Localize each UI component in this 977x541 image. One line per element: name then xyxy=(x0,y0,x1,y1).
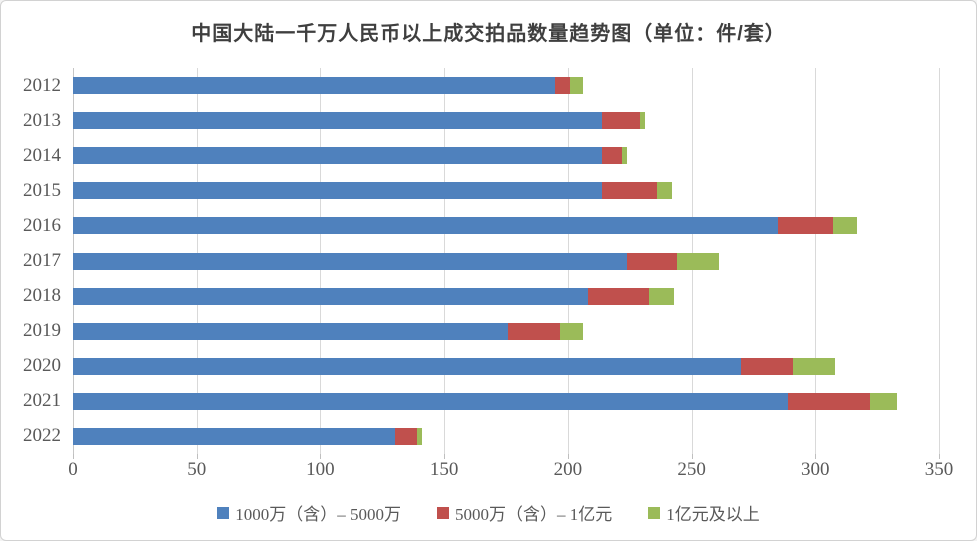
bar-segment-red xyxy=(602,112,640,130)
legend-swatch-icon xyxy=(437,506,449,519)
x-axis-tick xyxy=(815,454,817,459)
year-label: 2013 xyxy=(23,109,61,131)
x-tick-label: 50 xyxy=(187,459,207,480)
year-label: 2017 xyxy=(23,250,61,271)
year-label: 2018 xyxy=(23,285,61,307)
bar-segment-green xyxy=(649,287,675,305)
year-label: 2015 xyxy=(23,179,61,201)
bar-segment-red xyxy=(788,392,870,410)
bar-row-2015 xyxy=(73,182,672,200)
bar-segment-red xyxy=(778,217,833,235)
bar-segment-red xyxy=(587,287,650,305)
x-tick-label: 250 xyxy=(677,459,706,480)
bar-segment-blue xyxy=(73,147,603,165)
bar-row-2012 xyxy=(73,77,583,95)
bar-row-2021 xyxy=(73,392,897,410)
plot-area xyxy=(73,68,940,459)
bar-segment-red xyxy=(741,357,793,375)
bar-segment-blue xyxy=(73,357,742,375)
bar-segment-blue xyxy=(73,252,628,270)
bar-segment-red xyxy=(602,182,657,200)
legend-swatch-icon xyxy=(648,506,661,519)
legend-item-blue: 1000万（含）– 5000万 xyxy=(217,500,401,525)
bar-segment-red xyxy=(508,322,561,340)
x-tick-label: 300 xyxy=(801,459,830,480)
year-label: 2014 xyxy=(23,144,61,166)
bar-segment-green xyxy=(639,112,645,130)
bar-row-2016 xyxy=(73,217,858,235)
bar-row-2018 xyxy=(73,287,675,305)
year-label: 2022 xyxy=(23,425,61,447)
bar-segment-green xyxy=(676,252,719,270)
x-axis-tick xyxy=(196,454,198,459)
x-axis-tick xyxy=(73,454,74,459)
bar-segment-red xyxy=(394,427,417,445)
bar-segment-red xyxy=(555,77,571,95)
legend-swatch-icon xyxy=(217,506,230,519)
legend-label: 5000万（含）– 1亿元 xyxy=(455,505,613,524)
x-axis-tick xyxy=(939,454,940,459)
legend-label: 1亿元及以上 xyxy=(666,505,760,524)
x-axis-tick xyxy=(691,454,693,459)
bar-row-2020 xyxy=(73,357,836,375)
bar-segment-blue xyxy=(73,217,779,235)
bar-segment-green xyxy=(416,427,422,445)
bar-segment-green xyxy=(656,182,672,200)
year-label: 2020 xyxy=(23,355,61,377)
bar-segment-blue xyxy=(73,112,603,130)
x-tick-label: 0 xyxy=(68,459,78,480)
x-tick-label: 350 xyxy=(924,459,954,480)
bar-segment-green xyxy=(622,147,628,165)
bar-segment-blue xyxy=(73,322,509,340)
x-axis-tick xyxy=(567,454,569,459)
legend-item-red: 5000万（含）– 1亿元 xyxy=(437,500,612,525)
legend: 1000万（含）– 5000万 5000万（含）– 1亿元 1亿元及以上 xyxy=(1,500,976,525)
bar-segment-green xyxy=(793,357,836,375)
bar-row-2019 xyxy=(73,322,583,340)
bar-segment-red xyxy=(602,147,623,165)
x-tick-label: 100 xyxy=(306,459,335,480)
x-axis-tick xyxy=(444,454,446,459)
bar-segment-green xyxy=(560,322,583,340)
x-axis-tick xyxy=(320,454,322,459)
bar-row-2014 xyxy=(73,147,628,165)
bar-segment-blue xyxy=(73,392,789,410)
bar-row-2013 xyxy=(73,112,645,130)
gridline xyxy=(815,68,817,454)
legend-label: 1000万（含）– 5000万 xyxy=(235,505,401,524)
bar-row-2022 xyxy=(73,427,422,445)
year-label: 2012 xyxy=(23,74,61,96)
bar-segment-blue xyxy=(73,77,556,95)
bar-segment-blue xyxy=(73,182,603,200)
bar-segment-green xyxy=(832,217,858,235)
bar-row-2017 xyxy=(73,252,719,270)
bar-segment-blue xyxy=(73,287,588,305)
x-tick-label: 150 xyxy=(429,459,459,480)
bar-segment-blue xyxy=(73,427,395,445)
legend-item-green: 1亿元及以上 xyxy=(648,500,760,525)
x-tick-label: 200 xyxy=(553,459,583,480)
year-label: 2019 xyxy=(23,320,61,342)
year-label: 2016 xyxy=(23,214,61,236)
chart-title: 中国大陆一千万人民币以上成交拍品数量趋势图（单位：件/套） xyxy=(191,23,786,45)
gridline xyxy=(939,68,940,454)
bar-segment-green xyxy=(869,392,897,410)
year-label: 2021 xyxy=(23,390,61,412)
bar-segment-green xyxy=(570,77,583,95)
bar-segment-red xyxy=(627,252,677,270)
